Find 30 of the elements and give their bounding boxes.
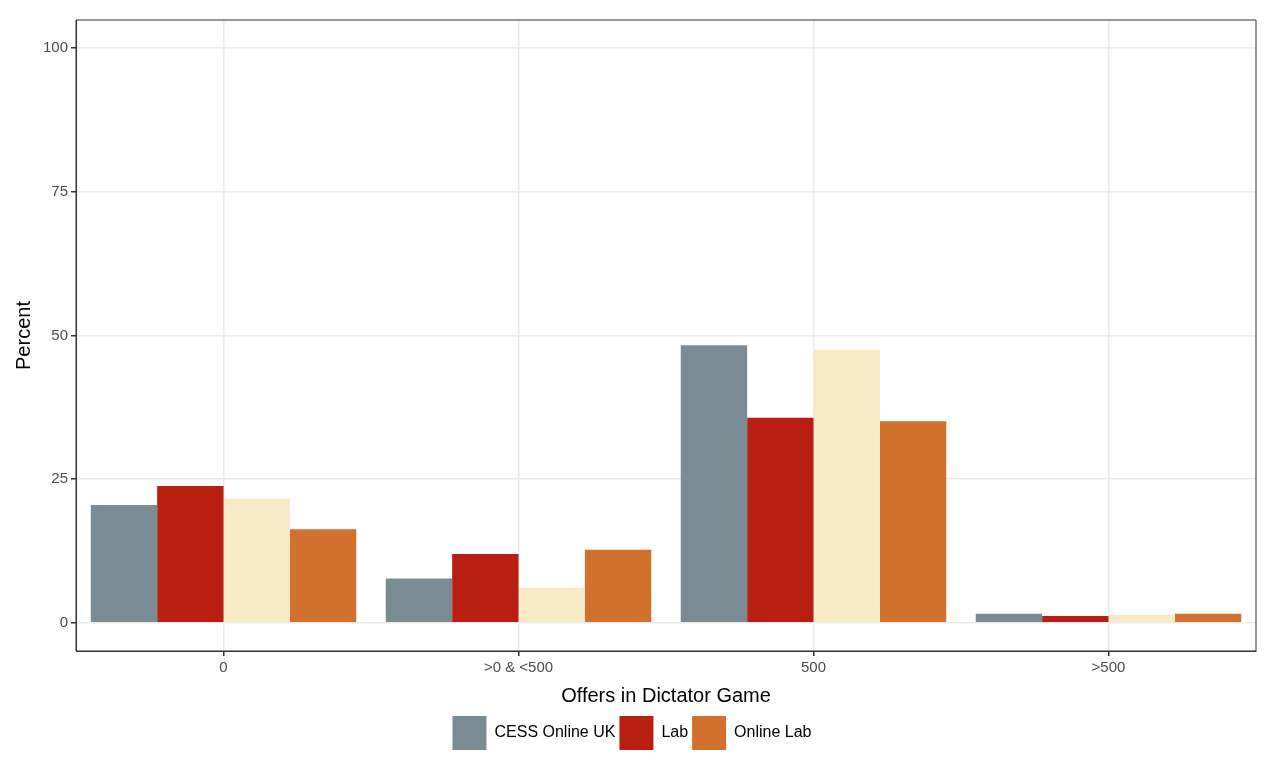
bar — [289, 529, 357, 623]
x-tick-label: 0 — [219, 658, 228, 676]
bar — [518, 587, 585, 623]
bar — [385, 578, 453, 623]
y-tick-label: 50 — [51, 325, 69, 343]
y-tick-label: 0 — [59, 612, 69, 630]
bar — [584, 549, 652, 623]
bar — [975, 613, 1043, 623]
y-tick-label: 75 — [51, 181, 69, 199]
bar — [157, 486, 224, 623]
bar — [747, 417, 814, 623]
x-tick-label: >0 & <500 — [483, 658, 554, 676]
legend-label: Lab — [661, 723, 689, 741]
bar — [813, 349, 880, 623]
bar — [452, 553, 519, 623]
bar — [1042, 615, 1109, 623]
bar — [879, 421, 947, 623]
bar — [1108, 614, 1175, 623]
y-axis-title: Percent — [11, 300, 34, 370]
bar — [223, 498, 290, 623]
bar — [680, 345, 748, 623]
y-tick-label: 100 — [43, 38, 69, 56]
y-tick-label: 25 — [51, 469, 69, 487]
x-tick-label: 500 — [800, 658, 827, 676]
x-axis-title: Offers in Dictator Game — [561, 683, 771, 706]
legend-label: CESS Online UK — [494, 723, 616, 741]
x-tick-label: >500 — [1091, 658, 1126, 676]
bar — [90, 505, 158, 623]
bar — [1174, 613, 1242, 623]
legend-label: Online Lab — [734, 723, 812, 741]
